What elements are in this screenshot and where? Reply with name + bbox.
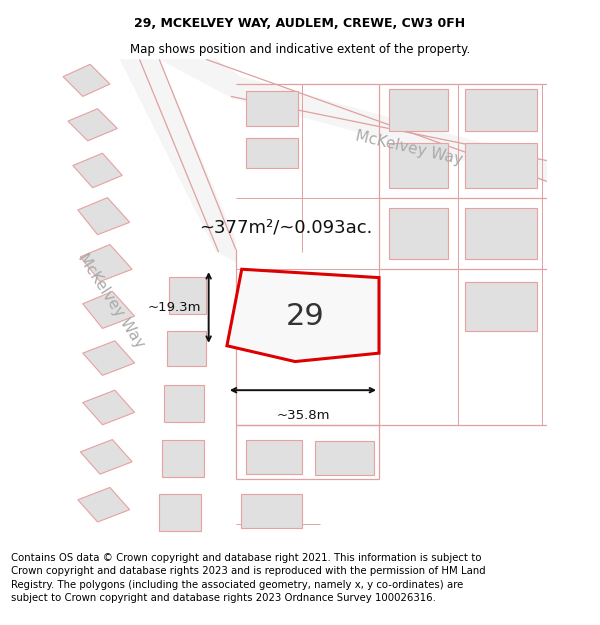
Polygon shape [120,59,236,262]
Polygon shape [466,89,537,131]
Polygon shape [68,109,118,141]
Text: ~377m²/~0.093ac.: ~377m²/~0.093ac. [199,218,372,236]
Polygon shape [164,385,204,423]
Polygon shape [245,91,298,126]
Polygon shape [245,439,302,474]
Text: McKelvey Way: McKelvey Way [75,251,148,351]
Polygon shape [315,441,374,475]
Polygon shape [206,59,547,182]
Polygon shape [241,494,302,529]
Polygon shape [389,89,448,131]
Polygon shape [80,244,132,281]
Polygon shape [83,291,134,329]
Text: ~35.8m: ~35.8m [276,409,330,422]
Text: ~19.3m: ~19.3m [148,301,201,314]
Polygon shape [80,439,132,474]
Polygon shape [159,494,201,531]
Polygon shape [466,281,537,331]
Polygon shape [245,138,298,168]
Polygon shape [63,64,110,96]
Polygon shape [466,143,537,188]
Polygon shape [389,143,448,188]
Polygon shape [466,208,537,259]
Polygon shape [167,331,206,366]
Polygon shape [83,341,134,376]
Polygon shape [78,198,130,234]
Text: 29, MCKELVEY WAY, AUDLEM, CREWE, CW3 0FH: 29, MCKELVEY WAY, AUDLEM, CREWE, CW3 0FH [134,17,466,29]
Polygon shape [169,277,206,314]
Text: McKelvey Way: McKelvey Way [353,129,464,168]
Polygon shape [227,269,379,361]
Polygon shape [73,153,122,188]
Polygon shape [389,208,448,259]
Polygon shape [140,59,233,99]
Text: Map shows position and indicative extent of the property.: Map shows position and indicative extent… [130,42,470,56]
Polygon shape [83,390,134,425]
Polygon shape [162,439,204,477]
Text: Contains OS data © Crown copyright and database right 2021. This information is : Contains OS data © Crown copyright and d… [11,553,485,602]
Polygon shape [78,488,130,522]
Text: 29: 29 [286,302,325,331]
